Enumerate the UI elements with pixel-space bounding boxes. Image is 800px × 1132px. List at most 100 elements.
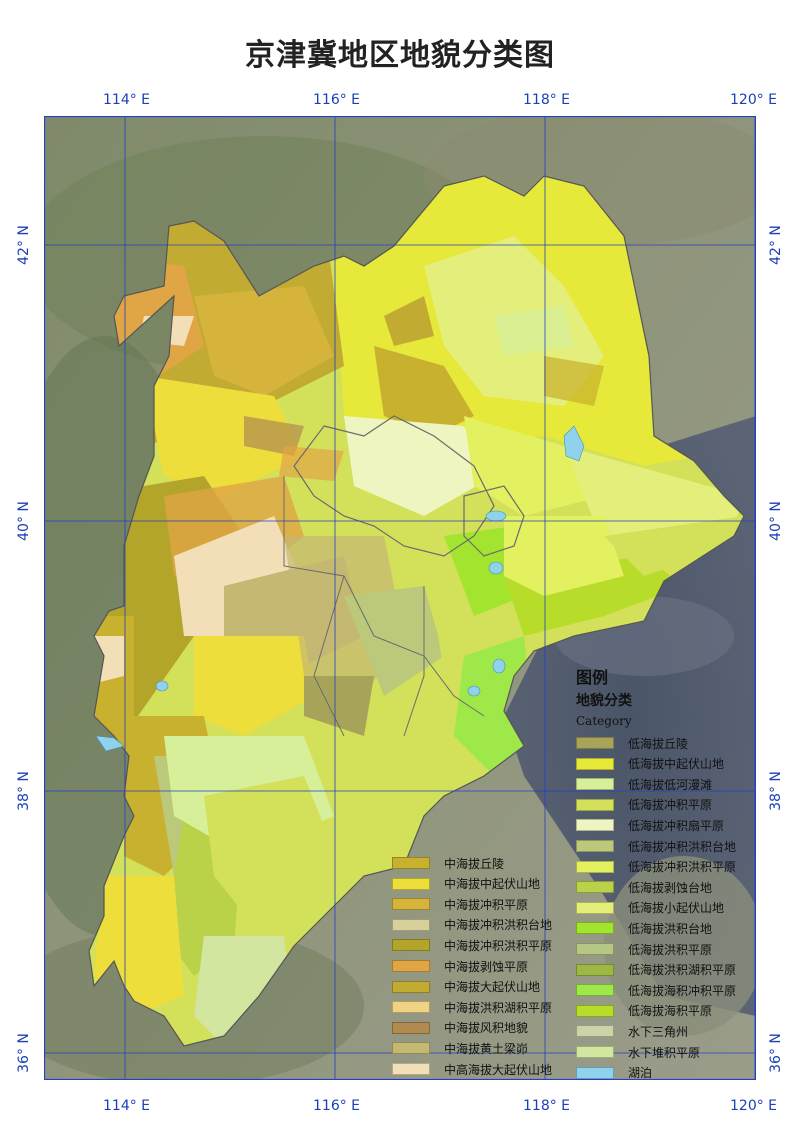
legend-label: 中海拔冲积洪积平原 — [444, 938, 553, 953]
legend-left-item: 中海拔冲积平原 — [392, 896, 528, 912]
legend-label: 低海拔洪积湖积平原 — [628, 963, 737, 978]
coord-bottom-114: 114° E — [103, 1098, 151, 1114]
legend-swatch — [576, 757, 614, 770]
legend-label: 低海拔冲积洪积平原 — [628, 860, 737, 875]
legend-swatch — [392, 980, 430, 993]
coord-bottom-118: 118° E — [523, 1098, 571, 1114]
legend-right-item: 水下堆积平原 — [576, 1044, 700, 1060]
legend-left-item: 中海拔大起伏山地 — [392, 979, 540, 995]
legend-right-item: 低海拔洪积台地 — [576, 920, 712, 936]
legend-swatch — [576, 1004, 614, 1017]
legend-left-item: 中海拔风积地貌 — [392, 1020, 528, 1036]
legend-heading: 图例 — [576, 668, 609, 687]
legend-label: 中海拔剥蚀平原 — [444, 959, 529, 974]
coord-top-116: 116° E — [313, 92, 361, 108]
legend-right-item: 低海拔剥蚀台地 — [576, 879, 712, 895]
legend-label: 中海拔洪积湖积平原 — [444, 1000, 553, 1015]
legend-label: 中海拔中起伏山地 — [444, 877, 541, 892]
legend-category: Category — [576, 714, 632, 728]
legend-swatch — [576, 963, 614, 976]
legend-left-item: 中海拔剥蚀平原 — [392, 958, 528, 974]
legend-right-item: 低海拔中起伏山地 — [576, 756, 724, 772]
legend-label: 低海拔丘陵 — [628, 736, 689, 751]
legend-swatch — [576, 778, 614, 791]
map-title: 京津冀地区地貌分类图 — [245, 38, 555, 73]
legend-left-item: 中高海拔大起伏山地 — [392, 1061, 552, 1077]
coord-left-36: 36° N — [16, 1033, 32, 1073]
landform-map — [44, 116, 756, 1080]
legend-right-item: 低海拔洪积湖积平原 — [576, 962, 736, 978]
legend-swatch — [392, 898, 430, 911]
coord-right-36: 36° N — [768, 1033, 784, 1073]
legend-label: 中海拔冲积洪积台地 — [444, 918, 553, 933]
legend-swatch — [392, 857, 430, 869]
coord-top-120: 120° E — [730, 92, 778, 108]
legend-label: 湖泊 — [628, 1066, 653, 1081]
legend-left-item: 中海拔中起伏山地 — [392, 876, 540, 892]
legend-swatch — [576, 943, 614, 955]
coord-left-38: 38° N — [16, 771, 32, 811]
legend-label: 中海拔风积地貌 — [444, 1021, 529, 1036]
legend-label: 中高海拔大起伏山地 — [444, 1062, 553, 1077]
legend-swatch — [392, 960, 430, 972]
coord-bottom-120: 120° E — [730, 1098, 778, 1114]
legend-swatch — [392, 918, 430, 931]
legend-swatch — [392, 1021, 430, 1034]
legend-swatch — [392, 877, 430, 890]
legend-left-item: 中海拔黄土梁峁 — [392, 1040, 528, 1056]
legend-right-item: 低海拔冲积洪积平原 — [576, 859, 736, 875]
legend-swatch — [576, 1025, 614, 1038]
legend-label: 水下三角州 — [628, 1024, 689, 1039]
legend-label: 低海拔海积冲积平原 — [628, 983, 737, 998]
legend-right-item: 低海拔丘陵 — [576, 735, 688, 751]
legend-left-item: 中海拔丘陵 — [392, 855, 504, 871]
legend-label: 中海拔黄土梁峁 — [444, 1041, 529, 1056]
legend-label: 低海拔低河漫滩 — [628, 777, 713, 792]
legend-swatch — [576, 901, 614, 914]
legend-label: 中海拔丘陵 — [444, 856, 505, 871]
coord-top-118: 118° E — [523, 92, 571, 108]
coord-left-42: 42° N — [16, 225, 32, 265]
legend-swatch — [576, 819, 614, 832]
legend-left-item: 中海拔冲积洪积台地 — [392, 917, 552, 933]
legend-label: 低海拔冲积平原 — [628, 798, 713, 813]
legend-swatch — [392, 1001, 430, 1014]
legend-right-item: 低海拔海积冲积平原 — [576, 982, 736, 998]
legend-label: 低海拔冲积扇平原 — [628, 818, 725, 833]
legend-swatch — [576, 1046, 614, 1058]
coord-right-38: 38° N — [768, 771, 784, 811]
legend-right-item: 低海拔海积平原 — [576, 1003, 712, 1019]
legend-right-item: 湖泊 — [576, 1065, 652, 1081]
legend-label: 低海拔洪积台地 — [628, 921, 713, 936]
legend-label: 低海拔小起伏山地 — [628, 901, 725, 916]
coord-right-42: 42° N — [768, 225, 784, 265]
coord-right-40: 40° N — [768, 501, 784, 541]
legend-swatch — [392, 1042, 430, 1055]
coord-bottom-116: 116° E — [313, 1098, 361, 1114]
legend-swatch — [576, 798, 614, 811]
legend-swatch — [576, 860, 614, 873]
legend-label: 低海拔冲积洪积台地 — [628, 839, 737, 854]
coord-left-40: 40° N — [16, 501, 32, 541]
legend-swatch — [576, 840, 614, 852]
legend-right-item: 低海拔冲积洪积台地 — [576, 838, 736, 854]
legend-swatch — [392, 939, 430, 952]
legend-right-item: 低海拔低河漫滩 — [576, 776, 712, 792]
legend-right-item: 低海拔小起伏山地 — [576, 900, 724, 916]
legend-right-item: 低海拔冲积平原 — [576, 797, 712, 813]
legend-swatch — [576, 922, 614, 935]
legend-label: 中海拔大起伏山地 — [444, 980, 541, 995]
legend-label: 低海拔中起伏山地 — [628, 757, 725, 772]
legend-swatch — [576, 881, 614, 894]
coord-top-114: 114° E — [103, 92, 151, 108]
legend-swatch — [576, 984, 614, 997]
legend-label: 水下堆积平原 — [628, 1045, 701, 1060]
legend-left-item: 中海拔冲积洪积平原 — [392, 937, 552, 953]
legend-right-item: 水下三角州 — [576, 1023, 688, 1039]
legend-label: 中海拔冲积平原 — [444, 897, 529, 912]
legend-left-item: 中海拔洪积湖积平原 — [392, 999, 552, 1015]
legend-swatch — [576, 1066, 614, 1079]
legend-right-item: 低海拔洪积平原 — [576, 941, 712, 957]
legend-label: 低海拔洪积平原 — [628, 942, 713, 957]
legend-swatch — [576, 737, 614, 749]
